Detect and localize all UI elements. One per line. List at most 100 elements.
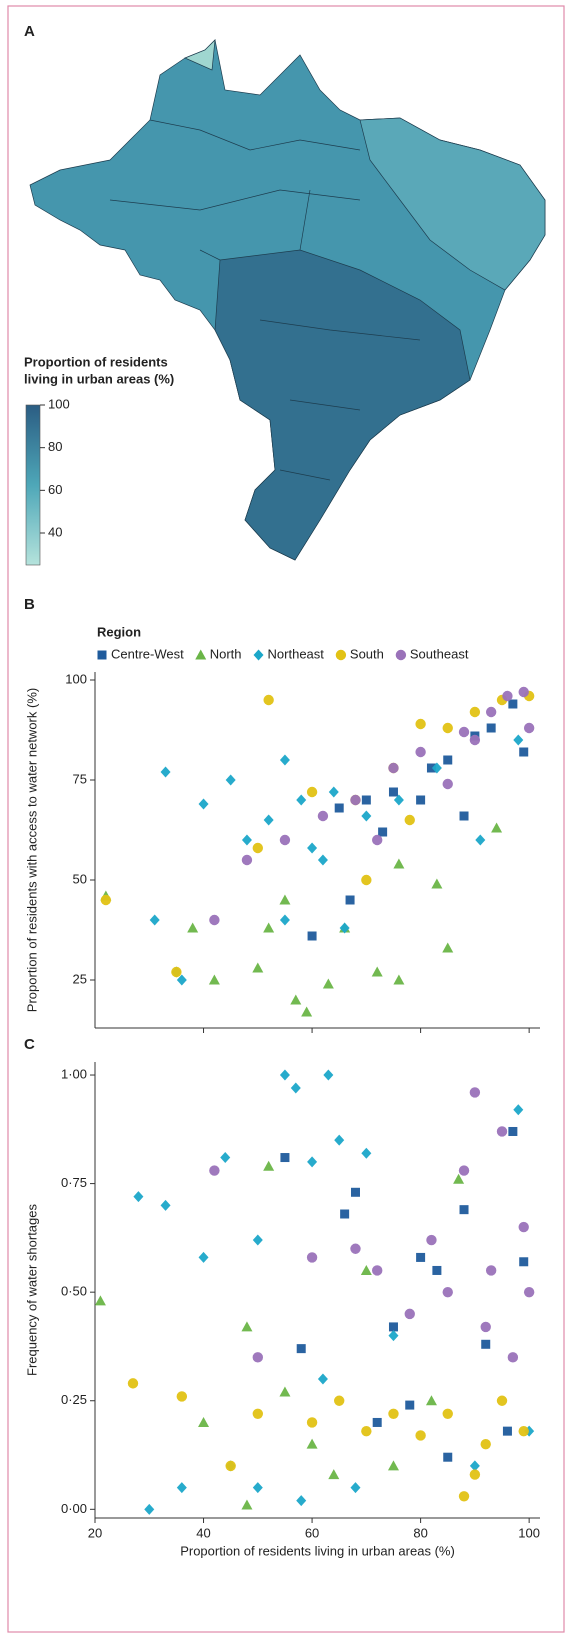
marker — [334, 803, 344, 813]
marker — [252, 1234, 263, 1246]
marker — [127, 1378, 139, 1389]
marker — [469, 1087, 481, 1098]
marker — [160, 1199, 171, 1211]
legend-marker — [195, 649, 207, 660]
marker — [323, 1069, 334, 1081]
marker — [220, 1152, 231, 1164]
marker — [426, 1234, 437, 1246]
marker — [301, 1006, 313, 1017]
marker — [371, 1265, 383, 1276]
marker — [442, 778, 453, 790]
legend-label: North — [210, 646, 242, 661]
marker — [328, 786, 339, 798]
legend-marker — [97, 650, 107, 660]
marker — [279, 894, 291, 905]
panel-label: C — [24, 1036, 35, 1053]
marker — [388, 1408, 399, 1419]
marker — [94, 1295, 106, 1306]
marker — [187, 922, 199, 933]
marker — [523, 1286, 535, 1298]
x-tick-label: 100 — [518, 1525, 540, 1540]
marker — [502, 1426, 512, 1436]
x-tick-label: 60 — [305, 1525, 319, 1540]
legend-title: Region — [97, 624, 141, 639]
map — [29, 39, 546, 561]
y-axis-label: Frequency of water shortages — [24, 1204, 39, 1376]
x-tick-label: 80 — [413, 1525, 427, 1540]
marker — [458, 1491, 470, 1502]
marker — [459, 1205, 469, 1215]
marker — [350, 1243, 361, 1254]
x-tick-label: 40 — [196, 1525, 210, 1540]
marker — [241, 1321, 253, 1332]
marker — [502, 690, 513, 702]
marker — [209, 1165, 220, 1176]
marker — [480, 1438, 491, 1450]
y-tick-label: 1·00 — [61, 1066, 87, 1081]
marker — [378, 827, 388, 837]
marker — [252, 1482, 263, 1494]
marker — [388, 762, 399, 774]
marker — [100, 894, 112, 906]
marker — [263, 1160, 275, 1171]
marker — [198, 1251, 209, 1263]
marker — [306, 1252, 318, 1263]
marker — [393, 858, 405, 869]
marker — [176, 1391, 188, 1402]
marker — [404, 814, 415, 826]
marker — [263, 922, 275, 933]
marker — [307, 842, 318, 854]
marker — [507, 1352, 519, 1363]
marker — [225, 1460, 236, 1472]
marker — [393, 794, 404, 806]
y-axis-label: Proportion of residents with access to w… — [24, 688, 39, 1012]
marker — [432, 1265, 442, 1275]
panel-label: B — [24, 596, 35, 613]
marker — [176, 1482, 187, 1494]
marker — [306, 786, 318, 798]
marker — [519, 1257, 529, 1267]
marker — [416, 1252, 426, 1262]
marker — [415, 1430, 426, 1441]
marker — [252, 962, 264, 973]
marker — [361, 1147, 372, 1159]
marker — [388, 1330, 399, 1342]
marker — [279, 754, 290, 766]
y-tick-label: 50 — [73, 871, 87, 886]
marker — [443, 755, 453, 765]
marker — [469, 1460, 480, 1472]
y-tick-label: 75 — [73, 771, 87, 786]
x-axis-label: Proportion of residents living in urban … — [180, 1543, 455, 1558]
marker — [345, 895, 355, 905]
marker — [290, 1082, 301, 1094]
marker — [518, 1221, 529, 1233]
marker — [290, 994, 302, 1005]
marker — [442, 722, 453, 734]
marker — [508, 1126, 518, 1136]
marker — [508, 699, 518, 709]
marker — [442, 1286, 453, 1298]
marker — [469, 706, 481, 718]
marker — [322, 978, 334, 989]
marker — [208, 974, 220, 985]
marker — [296, 1495, 307, 1507]
legend-label: Southeast — [410, 646, 469, 661]
marker — [279, 834, 291, 846]
marker — [415, 746, 426, 758]
marker — [160, 766, 171, 778]
marker — [279, 914, 290, 926]
colorbar-tick-label: 100 — [48, 396, 70, 411]
marker — [442, 1408, 453, 1419]
marker — [241, 854, 253, 866]
y-tick-label: 0·25 — [61, 1392, 87, 1407]
colorbar — [25, 404, 41, 566]
marker — [459, 811, 469, 821]
panel-label: A — [24, 23, 35, 40]
colorbar-tick-label: 60 — [48, 482, 62, 497]
colorbar-title: living in urban areas (%) — [24, 371, 174, 386]
marker — [393, 974, 405, 985]
colorbar-title: Proportion of residents — [24, 354, 168, 369]
marker — [176, 974, 187, 986]
marker — [513, 1104, 524, 1116]
marker — [458, 726, 470, 738]
